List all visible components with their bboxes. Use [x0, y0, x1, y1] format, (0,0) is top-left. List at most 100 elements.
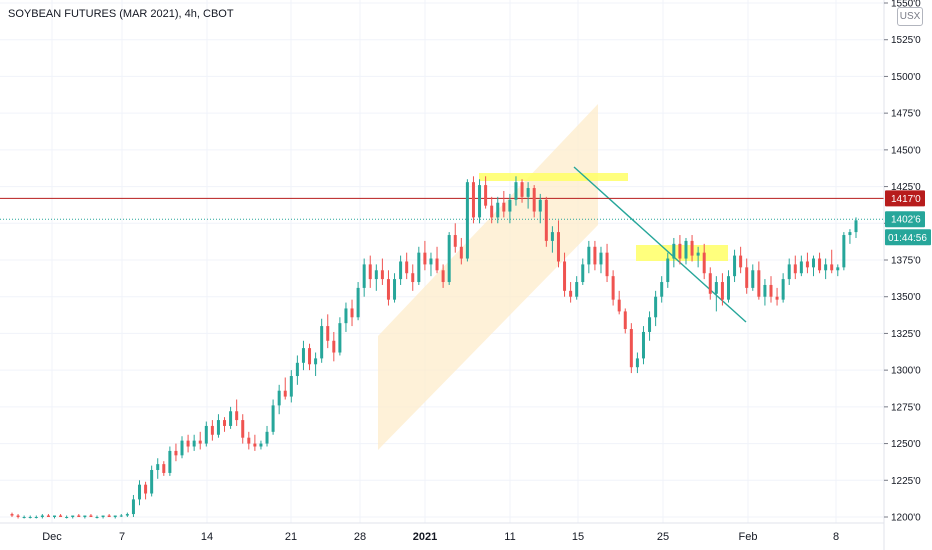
- candle[interactable]: [787, 258, 791, 285]
- candle[interactable]: [854, 217, 858, 238]
- candle[interactable]: [65, 515, 69, 519]
- candle[interactable]: [714, 276, 718, 312]
- candle[interactable]: [708, 267, 712, 300]
- candle[interactable]: [702, 243, 706, 280]
- candle[interactable]: [259, 440, 263, 450]
- candle[interactable]: [216, 414, 220, 438]
- candle[interactable]: [581, 258, 585, 285]
- candle[interactable]: [635, 352, 639, 374]
- candle[interactable]: [745, 258, 749, 294]
- candle[interactable]: [617, 290, 621, 315]
- candle[interactable]: [496, 196, 500, 224]
- candle[interactable]: [326, 314, 330, 349]
- candle[interactable]: [253, 434, 257, 451]
- candle[interactable]: [71, 515, 75, 519]
- candle[interactable]: [648, 311, 652, 341]
- candle[interactable]: [654, 290, 658, 327]
- candle[interactable]: [660, 276, 664, 303]
- candle[interactable]: [144, 481, 148, 500]
- candle[interactable]: [666, 252, 670, 288]
- candle[interactable]: [277, 384, 281, 415]
- candle[interactable]: [77, 514, 81, 517]
- candle[interactable]: [490, 196, 494, 224]
- candle[interactable]: [59, 514, 63, 517]
- candle[interactable]: [544, 196, 548, 247]
- candle[interactable]: [83, 515, 87, 519]
- candle[interactable]: [465, 179, 469, 262]
- candle[interactable]: [95, 515, 99, 519]
- candle[interactable]: [672, 237, 676, 268]
- candle[interactable]: [629, 323, 633, 374]
- candle[interactable]: [368, 255, 372, 288]
- candle[interactable]: [16, 514, 20, 519]
- candle[interactable]: [696, 246, 700, 268]
- candle[interactable]: [550, 226, 554, 253]
- candle[interactable]: [314, 352, 318, 377]
- resistance-highlight-drawing[interactable]: [479, 173, 628, 181]
- candle[interactable]: [739, 246, 743, 274]
- candle[interactable]: [119, 514, 123, 517]
- candle[interactable]: [271, 399, 275, 435]
- candle[interactable]: [641, 326, 645, 365]
- candle[interactable]: [453, 223, 457, 253]
- candle[interactable]: [781, 273, 785, 303]
- candle[interactable]: [726, 270, 730, 303]
- candle[interactable]: [320, 318, 324, 363]
- candle[interactable]: [350, 299, 354, 327]
- rising-channel-drawing[interactable]: [378, 104, 598, 450]
- candle[interactable]: [514, 176, 518, 206]
- candle[interactable]: [210, 420, 214, 441]
- candle[interactable]: [575, 276, 579, 300]
- candle[interactable]: [690, 235, 694, 262]
- candle[interactable]: [393, 273, 397, 303]
- candle[interactable]: [301, 340, 305, 371]
- descending-trendline-drawing[interactable]: [573, 166, 747, 323]
- candle[interactable]: [684, 237, 688, 265]
- candle[interactable]: [405, 252, 409, 280]
- candle[interactable]: [156, 458, 160, 479]
- candle[interactable]: [107, 514, 111, 517]
- candle[interactable]: [40, 514, 44, 519]
- support-highlight-drawing[interactable]: [636, 245, 728, 261]
- candle[interactable]: [89, 514, 93, 517]
- candle[interactable]: [192, 434, 196, 451]
- candle[interactable]: [204, 421, 208, 447]
- candle[interactable]: [836, 264, 840, 277]
- candle[interactable]: [556, 220, 560, 268]
- currency-badge[interactable]: USX: [897, 7, 923, 26]
- candle[interactable]: [131, 494, 135, 517]
- candle[interactable]: [289, 370, 293, 403]
- candle[interactable]: [793, 255, 797, 280]
- candle[interactable]: [538, 193, 542, 224]
- candle[interactable]: [344, 302, 348, 332]
- candle[interactable]: [441, 264, 445, 288]
- candle[interactable]: [678, 235, 682, 265]
- candle[interactable]: [769, 276, 773, 303]
- candle[interactable]: [22, 515, 26, 519]
- candle[interactable]: [168, 446, 172, 476]
- candle[interactable]: [186, 434, 190, 453]
- candle[interactable]: [471, 176, 475, 224]
- candle[interactable]: [241, 414, 245, 444]
- candle[interactable]: [811, 255, 815, 277]
- candle[interactable]: [417, 246, 421, 285]
- candle[interactable]: [720, 273, 724, 306]
- candle[interactable]: [356, 282, 360, 321]
- candle[interactable]: [799, 255, 803, 277]
- candle[interactable]: [611, 270, 615, 306]
- candle[interactable]: [53, 515, 57, 519]
- candle[interactable]: [380, 258, 384, 285]
- candle[interactable]: [180, 436, 184, 459]
- candle[interactable]: [805, 252, 809, 274]
- candle[interactable]: [459, 237, 463, 265]
- candle[interactable]: [283, 377, 287, 400]
- candle[interactable]: [763, 279, 767, 306]
- candle[interactable]: [247, 431, 251, 450]
- candle[interactable]: [28, 515, 32, 519]
- candle[interactable]: [338, 317, 342, 356]
- candle[interactable]: [113, 515, 117, 519]
- candle[interactable]: [125, 512, 129, 517]
- candle[interactable]: [593, 240, 597, 271]
- candle[interactable]: [308, 343, 312, 371]
